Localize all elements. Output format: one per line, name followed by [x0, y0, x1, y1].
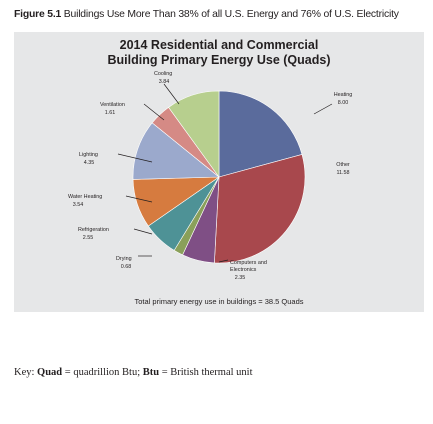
- leader-line-cooling: [163, 83, 180, 105]
- slice-label-lighting: Lighting: [79, 152, 98, 158]
- key-quad-term: Quad: [37, 367, 63, 378]
- leader-line-refrigeration: [133, 228, 153, 235]
- total-energy-note: Total primary energy use in buildings = …: [134, 297, 304, 306]
- slice-label-ventilation: Ventilation: [100, 102, 125, 108]
- pie-slice-other: [214, 154, 306, 264]
- leader-line-heating: [313, 103, 333, 115]
- chart-panel: 2014 Residential and Commercial Building…: [14, 32, 424, 312]
- chart-title-line-1: 2014 Residential and Commercial: [119, 38, 319, 52]
- slice-label-heating: Heating: [334, 92, 353, 98]
- slice-label-water-heating: Water Heating: [68, 194, 102, 200]
- slice-value-computers-and-electronics: 2.35: [235, 275, 246, 281]
- slice-label-other: Other: [336, 162, 350, 168]
- key-btu-definition: = British thermal unit: [161, 367, 253, 378]
- chart-title-line-2: Building Primary Energy Use (Quads): [107, 53, 331, 67]
- leader-line-lighting: [117, 153, 153, 163]
- slice-value-ventilation: 1.61: [105, 110, 116, 116]
- key-label: Key:: [14, 367, 35, 378]
- slice-value-refrigeration: 2.55: [83, 235, 94, 241]
- slice-value-other: 11.58: [336, 170, 349, 176]
- slice-value-heating: 8.00: [338, 100, 349, 106]
- slice-label-computers-and-electronics: Computers and Electronics: [230, 260, 267, 273]
- slice-value-water-heating: 3.54: [73, 202, 84, 208]
- pie-slice-heating: [218, 90, 303, 178]
- pie-chart: Heating 8.00 Other 11.58 Computers and Electr…: [68, 71, 353, 281]
- slice-value-cooling: 3.84: [159, 79, 170, 85]
- slice-value-drying: 0.68: [121, 264, 132, 270]
- key-definition: Key: Quad = quadrillion Btu; Btu = Briti…: [14, 367, 253, 378]
- slice-label-drying: Drying: [116, 256, 132, 262]
- figure-caption-text: Buildings Use More Than 38% of all U.S. …: [63, 9, 399, 20]
- figure-caption: Figure 5.1 Buildings Use More Than 38% o…: [14, 9, 424, 20]
- slice-label-refrigeration: Refrigeration: [78, 227, 109, 233]
- leader-line-ventilation: [143, 103, 165, 121]
- figure-number: Figure 5.1: [14, 9, 62, 20]
- slice-value-lighting: 4.35: [84, 160, 95, 166]
- slice-label-cooling: Cooling: [154, 71, 172, 77]
- pie-slice-cooling: [168, 90, 220, 178]
- key-btu-term: Btu: [142, 367, 160, 378]
- leader-line-computers-and-electronics: [218, 259, 229, 263]
- leader-line-water-heating: [125, 195, 153, 203]
- key-quad-definition: = quadrillion Btu;: [64, 367, 141, 378]
